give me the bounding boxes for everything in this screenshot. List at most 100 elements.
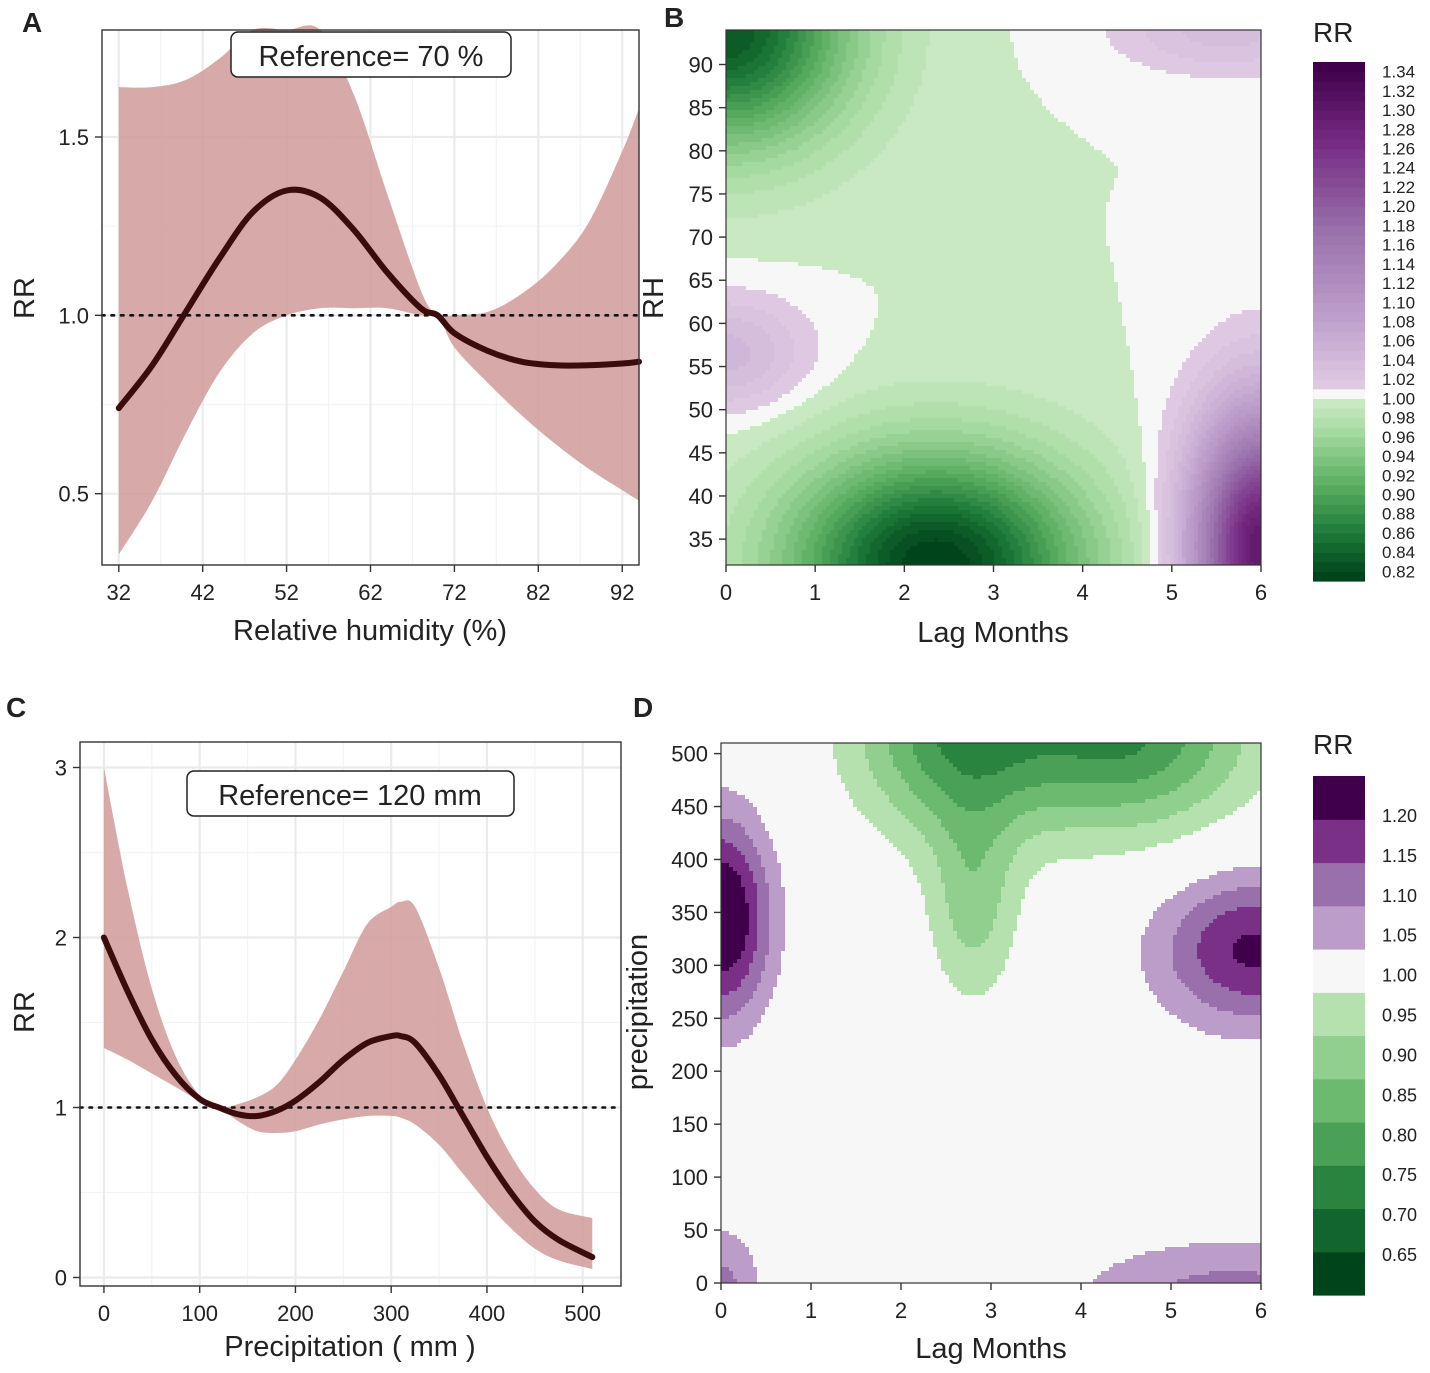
b-cell (1234, 50, 1239, 55)
b-cell (1066, 34, 1071, 39)
b-cell (1046, 50, 1051, 55)
b-cell (1154, 54, 1159, 59)
b-cell (742, 58, 747, 63)
b-cell (1174, 30, 1179, 35)
b-cell (930, 30, 935, 35)
b-cell (834, 50, 839, 55)
b-cell (1218, 42, 1223, 47)
b-cell (774, 30, 779, 35)
b-cell (1106, 50, 1111, 55)
b-cell (1250, 50, 1255, 55)
b-cell (818, 34, 823, 39)
b-cell (950, 46, 955, 51)
b-cell (862, 34, 867, 39)
b-cell (1154, 46, 1159, 51)
b-cell (1138, 54, 1143, 59)
b-cell (1142, 42, 1147, 47)
b-cell (1142, 38, 1147, 43)
b-cell (782, 30, 787, 35)
b-cell (1110, 46, 1115, 51)
b-cell (1034, 38, 1039, 43)
b-cell (758, 46, 763, 51)
b-cell (814, 54, 819, 59)
b-cell (946, 46, 951, 51)
b-cell (1022, 42, 1027, 47)
b-cell (1058, 30, 1063, 35)
b-cell (1062, 38, 1067, 43)
b-cell (1070, 42, 1075, 47)
b-cell (994, 34, 999, 39)
b-cell (898, 34, 903, 39)
b-cell (730, 34, 735, 39)
b-cell (1078, 54, 1083, 59)
b-cell (814, 46, 819, 51)
b-cell (1110, 38, 1115, 43)
b-cell (974, 46, 979, 51)
b-cell (1094, 54, 1099, 59)
b-cell (1146, 30, 1151, 35)
b-cell (850, 42, 855, 47)
b-cell (990, 30, 995, 35)
b-cell (962, 54, 967, 59)
b-cell (874, 50, 879, 55)
b-cell (1166, 50, 1171, 55)
b-cell (786, 58, 791, 63)
b-cell (1026, 38, 1031, 43)
b-cell (950, 54, 955, 59)
b-cell (1138, 30, 1143, 35)
b-cell (962, 30, 967, 35)
b-cell (1018, 38, 1023, 43)
b-cell (1182, 46, 1187, 51)
b-cell (790, 50, 795, 55)
b-cell (1134, 46, 1139, 51)
b-cell (802, 30, 807, 35)
a-x-tick-label: 32 (107, 580, 131, 605)
b-cell (1006, 42, 1011, 47)
b-cell (1066, 54, 1071, 59)
b-cell (1234, 38, 1239, 43)
b-cell (854, 38, 859, 43)
b-cell (1174, 34, 1179, 39)
b-cell (874, 54, 879, 59)
b-cell (930, 42, 935, 47)
b-cell (878, 30, 883, 35)
b-cell (1010, 38, 1015, 43)
b-cell (1214, 30, 1219, 35)
b-cell (986, 46, 991, 51)
b-cell (738, 50, 743, 55)
b-cell (1070, 34, 1075, 39)
b-cell (1030, 50, 1035, 55)
b-cell (822, 46, 827, 51)
b-cell (1054, 42, 1059, 47)
b-cell (1198, 34, 1203, 39)
b-cell (746, 42, 751, 47)
b-cell (1090, 54, 1095, 59)
b-cell (962, 42, 967, 47)
b-cell (1142, 46, 1147, 51)
b-cell (1042, 50, 1047, 55)
b-cell (1178, 46, 1183, 51)
b-cell (918, 34, 923, 39)
b-cell (922, 54, 927, 59)
b-cell (1026, 30, 1031, 35)
b-cell (1138, 46, 1143, 51)
b-cell (962, 46, 967, 51)
b-cell (1046, 34, 1051, 39)
b-cell (834, 46, 839, 51)
b-cell (786, 42, 791, 47)
b-cell (1170, 30, 1175, 35)
b-cell (1114, 30, 1119, 35)
b-cell (1130, 50, 1135, 55)
b-cell (878, 34, 883, 39)
panel-a-annotation-text: Reference= 70 % (259, 41, 484, 73)
b-cell (770, 30, 775, 35)
panel-a-annotation: Reference= 70 % (231, 32, 511, 77)
b-cell (914, 46, 919, 51)
a-x-tick-label: 42 (190, 580, 214, 605)
b-cell (750, 34, 755, 39)
b-cell (1098, 34, 1103, 39)
b-cell (730, 58, 735, 63)
b-cell (1162, 54, 1167, 59)
b-cell (1166, 46, 1171, 51)
b-cell (794, 42, 799, 47)
